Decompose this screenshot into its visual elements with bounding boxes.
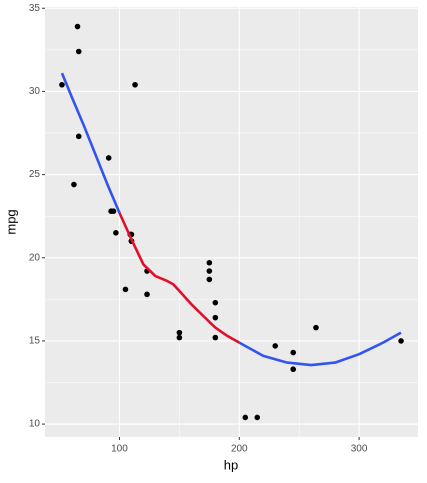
point: [113, 230, 119, 236]
smooth-line: [60, 72, 402, 367]
point: [132, 81, 138, 88]
panel: [45, 7, 418, 437]
point: [74, 23, 81, 30]
smooth-line: [118, 212, 240, 344]
point: [254, 414, 261, 421]
point: [176, 329, 183, 336]
point: [290, 349, 297, 356]
point: [313, 324, 319, 331]
y-tick-label: 10: [29, 419, 41, 430]
point: [110, 208, 117, 214]
point: [398, 338, 404, 344]
x-axis-label: hp: [224, 457, 238, 472]
point: [75, 133, 82, 140]
point: [176, 334, 183, 341]
point: [59, 81, 65, 88]
x-tick-label: 200: [231, 444, 248, 455]
y-tick-label: 30: [29, 86, 41, 97]
point: [212, 334, 219, 341]
point: [75, 48, 82, 55]
y-tick-label: 35: [29, 3, 41, 14]
point: [122, 286, 129, 293]
point: [206, 259, 213, 266]
point: [105, 155, 112, 161]
point: [242, 414, 249, 421]
point: [212, 299, 219, 306]
point: [206, 268, 213, 274]
point: [206, 276, 213, 283]
point: [144, 291, 150, 298]
y-axis-label: mpg: [3, 209, 18, 234]
point: [272, 343, 279, 349]
x-tick-label: 300: [351, 444, 368, 455]
y-tick-label: 25: [29, 169, 41, 180]
point: [71, 181, 77, 188]
point: [290, 366, 297, 373]
y-tick-label: 20: [29, 252, 41, 263]
y-tick-label: 15: [29, 336, 41, 347]
x-tick-label: 100: [111, 444, 128, 455]
point: [212, 314, 219, 321]
